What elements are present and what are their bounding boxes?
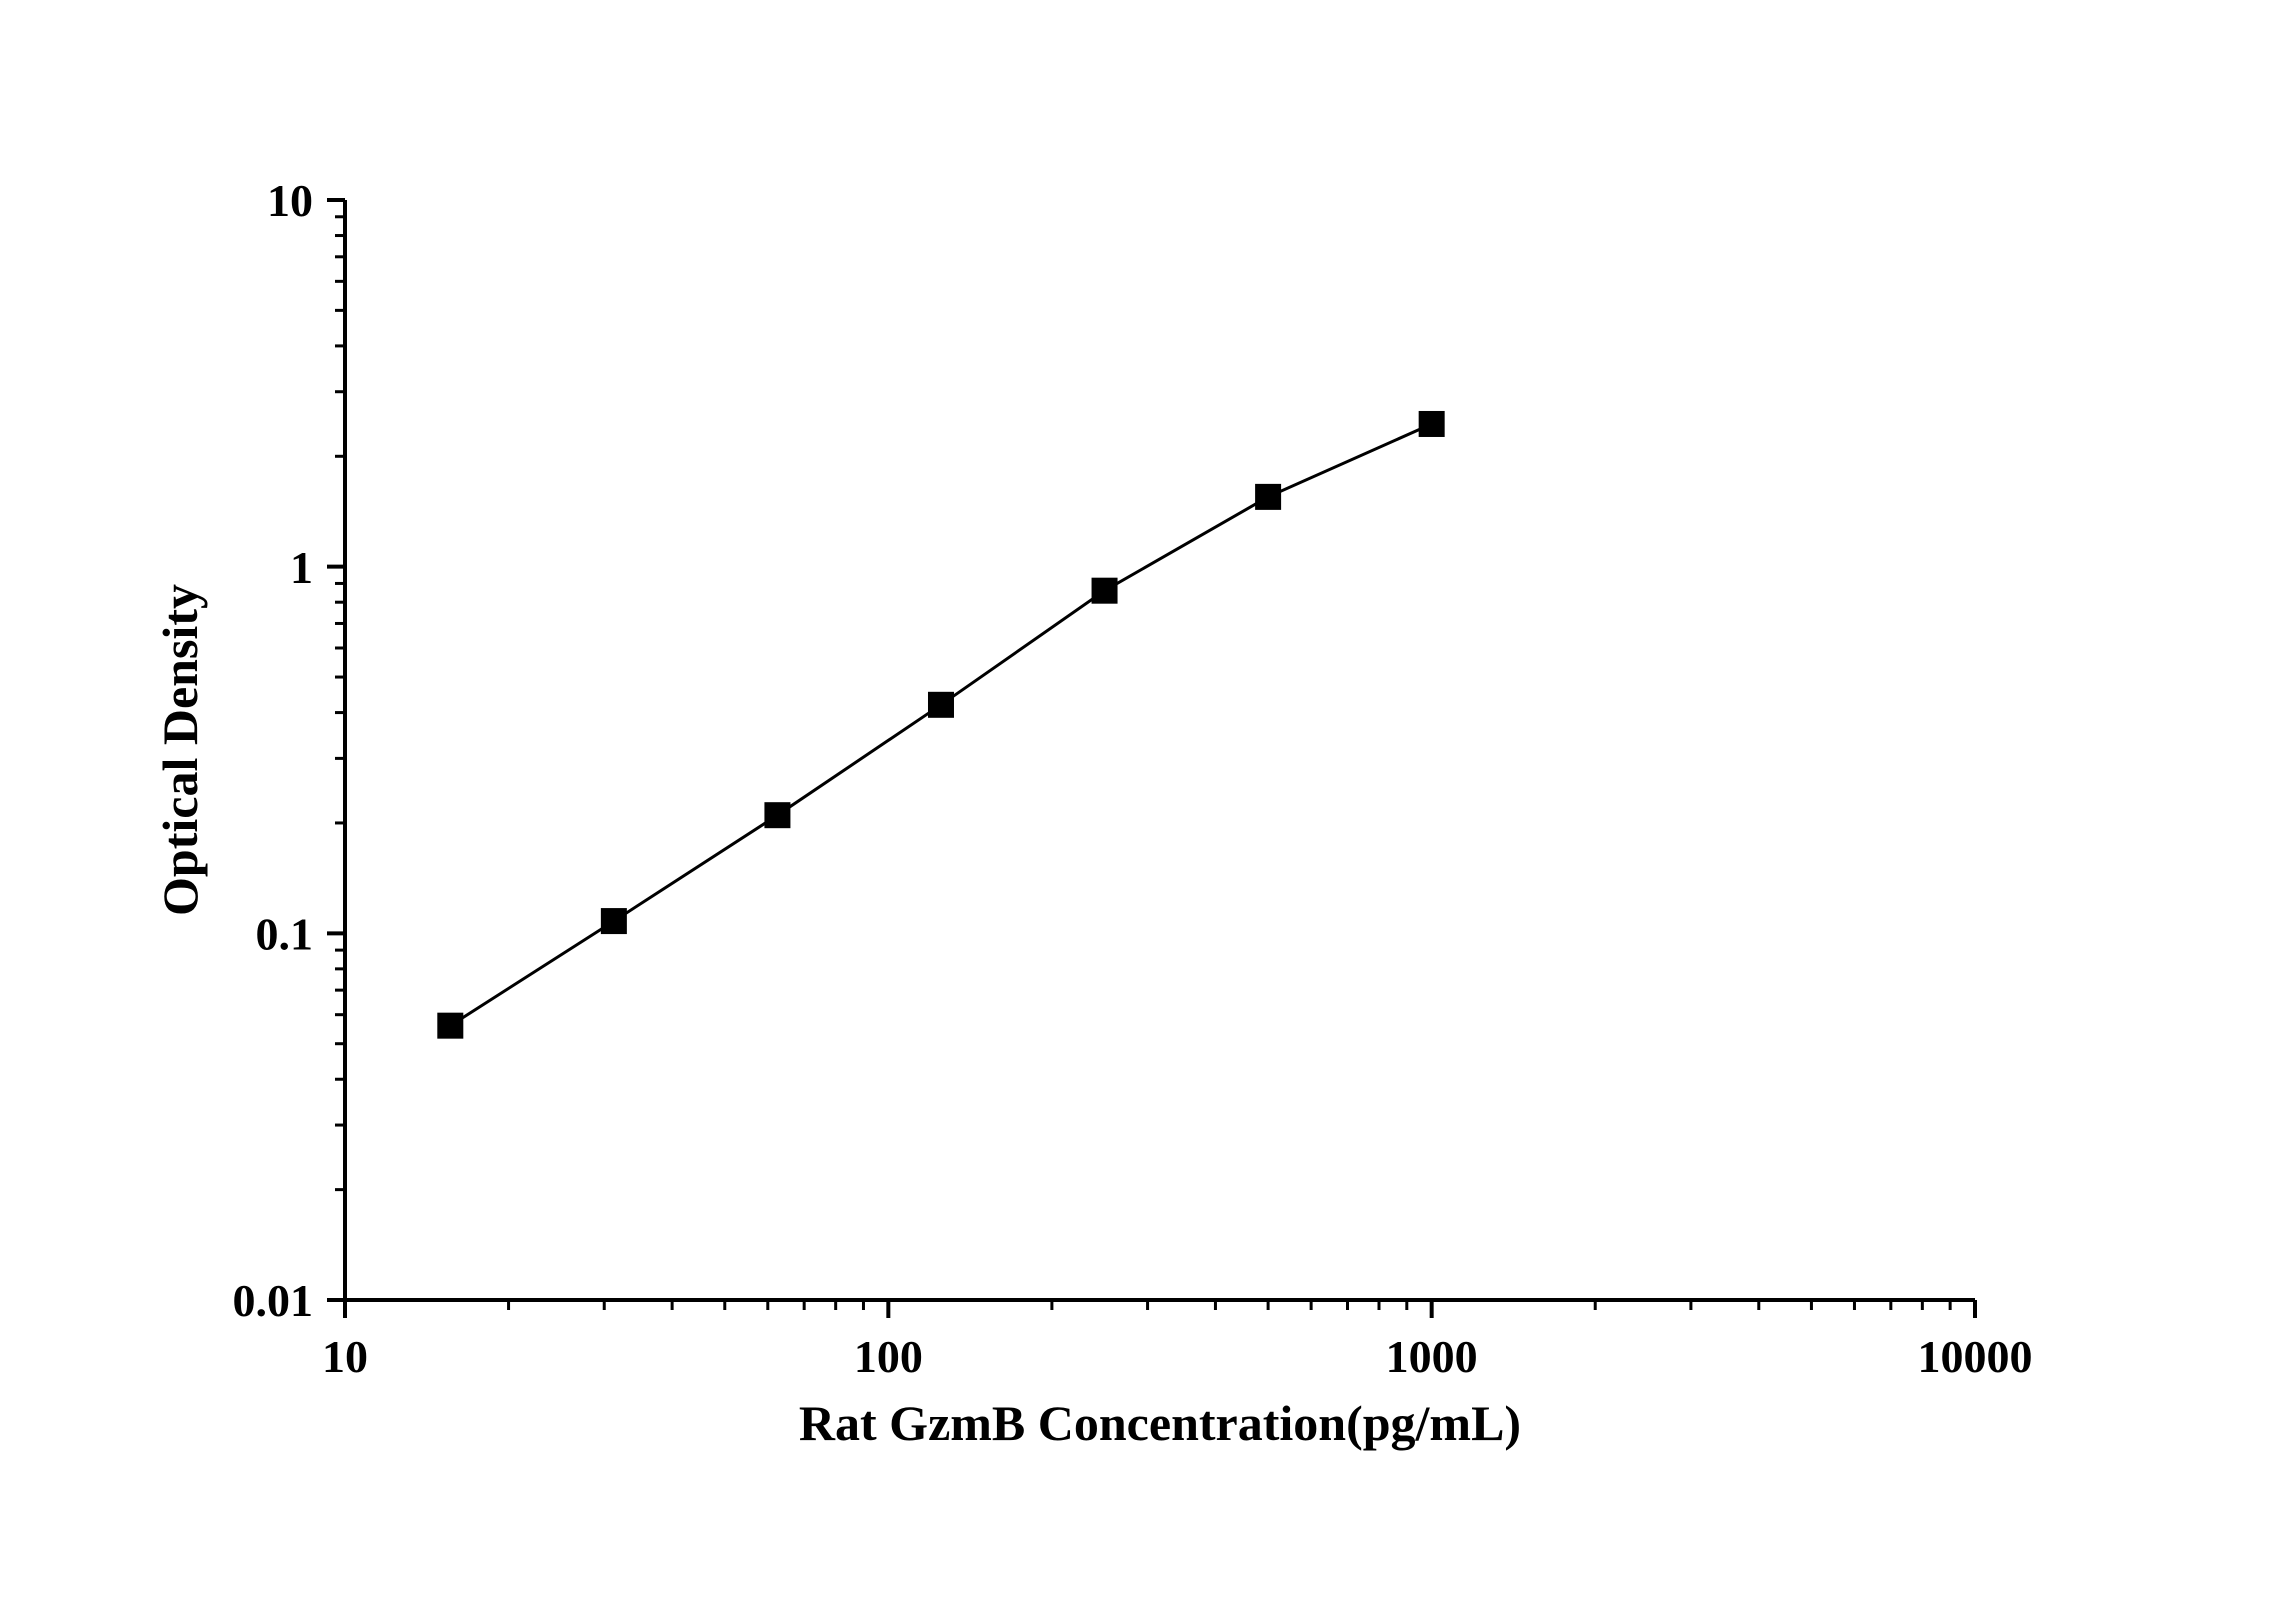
x-tick-label: 100 [854, 1331, 923, 1382]
y-tick-label: 10 [267, 175, 313, 226]
data-marker [1419, 411, 1445, 437]
chart-container: 10 100 1000 10000 0.01 0.1 1 10 Rat GzmB Concent… [0, 0, 2296, 1604]
series-line [450, 424, 1431, 1026]
standard-curve-chart: 10 100 1000 10000 0.01 0.1 1 10 Rat GzmB Concent… [0, 0, 2296, 1604]
data-marker [1255, 484, 1281, 510]
y-axis-label: Optical Density [152, 584, 208, 916]
data-marker [437, 1013, 463, 1039]
data-marker [601, 908, 627, 934]
x-tick-label: 10 [322, 1331, 368, 1382]
y-tick-label: 0.1 [256, 908, 314, 959]
x-axis-label: Rat GzmB Concentration(pg/mL) [799, 1395, 1521, 1451]
y-tick-label: 0.01 [233, 1275, 314, 1326]
data-marker [1092, 578, 1118, 604]
x-tick-label: 10000 [1918, 1331, 2033, 1382]
data-marker [928, 692, 954, 718]
data-marker [764, 802, 790, 828]
y-tick-label: 1 [290, 542, 313, 593]
x-tick-label: 1000 [1386, 1331, 1478, 1382]
